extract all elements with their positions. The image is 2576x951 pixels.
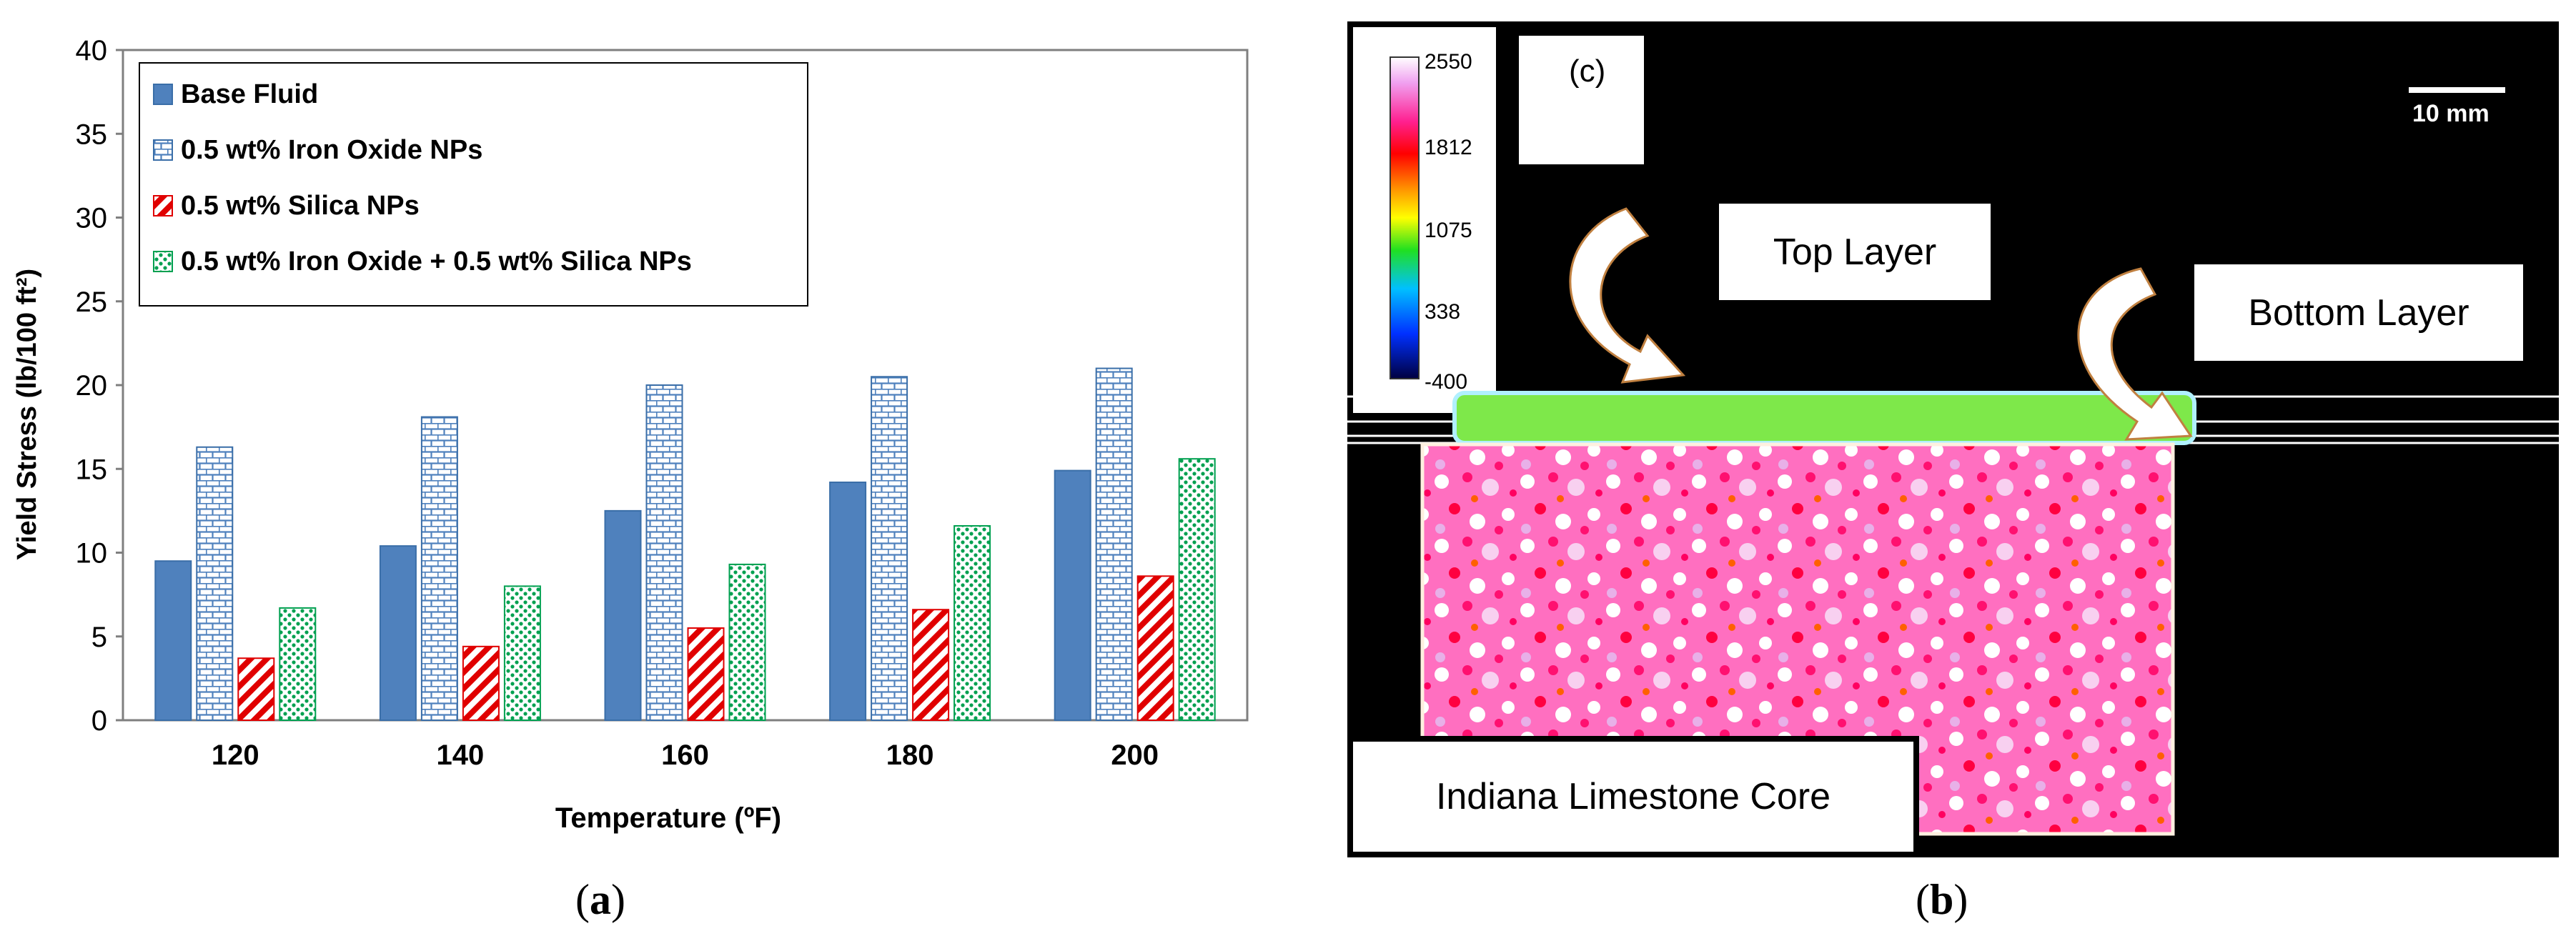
legend-label: 0.5 wt% Iron Oxide + 0.5 wt% Silica NPs xyxy=(181,247,692,277)
top-layer-label: Top Layer xyxy=(1719,204,1991,300)
bar xyxy=(1054,469,1091,721)
bar xyxy=(237,657,275,721)
bar xyxy=(953,524,991,721)
bottom-layer-label: Bottom Layer xyxy=(2194,264,2523,361)
caption-b-open: ( xyxy=(1916,876,1930,923)
x-tick-label: 180 xyxy=(886,740,934,771)
bar-chart: 0 5 10 15 20 25 30 35 40 120 140 160 180 200 Base Flu… xyxy=(12,35,1249,834)
legend-swatch xyxy=(153,84,173,105)
y-axis-label: Yield Stress (lb/100 ft²) xyxy=(12,269,42,560)
bar xyxy=(728,563,766,721)
bar xyxy=(462,645,500,722)
x-tick-label: 200 xyxy=(1111,740,1159,771)
chart-axes: 0 5 10 15 20 25 30 35 40 120 140 160 180 200 xyxy=(76,35,1249,771)
y-tick-label: 25 xyxy=(76,287,108,318)
chart-bars xyxy=(154,367,1216,722)
panel-label: (c) xyxy=(1569,54,1606,89)
ct-scan-graphic xyxy=(1347,27,2559,836)
arrow-icon xyxy=(1569,207,1686,384)
core-label: Indiana Limestone Core xyxy=(1347,736,1919,857)
y-tick-label: 15 xyxy=(76,454,108,485)
legend-swatch xyxy=(153,251,173,272)
bar xyxy=(1136,575,1174,722)
bar xyxy=(379,545,417,721)
arrow-icon xyxy=(2077,267,2193,441)
caption-b-letter: b xyxy=(1929,876,1954,923)
colorbar xyxy=(1389,56,1420,379)
bar xyxy=(687,627,725,722)
x-tick-label: 160 xyxy=(661,740,709,771)
scale-bar xyxy=(2409,87,2505,93)
panel-label-box xyxy=(1519,36,1644,164)
caption-a-letter: a xyxy=(589,876,611,923)
chart-legend: Base Fluid 0.5 wt% Iron Oxide NPs 0.5 wt% … xyxy=(139,62,808,307)
legend-swatch xyxy=(153,139,173,161)
y-tick-label: 35 xyxy=(76,119,108,150)
bar xyxy=(871,376,908,722)
scale-label: 10 mm xyxy=(2412,100,2490,127)
colorbar-tick: 2550 xyxy=(1425,50,1472,74)
legend-swatch xyxy=(153,195,173,216)
bar xyxy=(196,446,234,721)
x-tick-label: 140 xyxy=(437,740,485,771)
bar xyxy=(279,607,317,722)
legend-box xyxy=(139,62,808,307)
legend-label: 0.5 wt% Silica NPs xyxy=(181,191,420,221)
colorbar-tick: 1812 xyxy=(1425,136,1472,159)
caption-b: (b) xyxy=(1916,875,1968,925)
bar xyxy=(1095,367,1133,721)
y-tick-label: 10 xyxy=(76,538,108,569)
bar xyxy=(503,585,541,722)
x-axis-label: Temperature (ºF) xyxy=(555,802,781,834)
y-tick-label: 30 xyxy=(76,203,108,234)
legend-label: 0.5 wt% Iron Oxide NPs xyxy=(181,135,482,165)
bar xyxy=(912,609,950,721)
caption-b-close: ) xyxy=(1953,876,1968,923)
layer-region xyxy=(1452,391,2196,445)
x-tick-label: 120 xyxy=(212,740,259,771)
bar xyxy=(604,509,642,721)
colorbar-tick: 338 xyxy=(1425,300,1461,324)
caption-a: (a) xyxy=(575,875,625,925)
bar xyxy=(154,560,192,721)
y-tick-label: 40 xyxy=(76,35,108,66)
y-tick-label: 5 xyxy=(91,622,107,653)
ct-scan-image: 2550 1812 1075 338 -400 (c) 10 mm Top La… xyxy=(1347,21,2559,857)
caption-a-open: ( xyxy=(575,876,590,923)
y-tick-label: 0 xyxy=(91,705,107,737)
colorbar-tick: 1075 xyxy=(1425,219,1472,242)
bar xyxy=(645,384,683,721)
bar xyxy=(420,416,458,721)
colorbar-tick: -400 xyxy=(1425,370,1468,394)
caption-a-close: ) xyxy=(610,876,625,923)
bar xyxy=(1178,458,1216,721)
y-tick-label: 20 xyxy=(76,370,108,402)
bar xyxy=(829,482,867,721)
legend-label: Base Fluid xyxy=(181,79,318,109)
colorbar-panel xyxy=(1353,27,1496,413)
